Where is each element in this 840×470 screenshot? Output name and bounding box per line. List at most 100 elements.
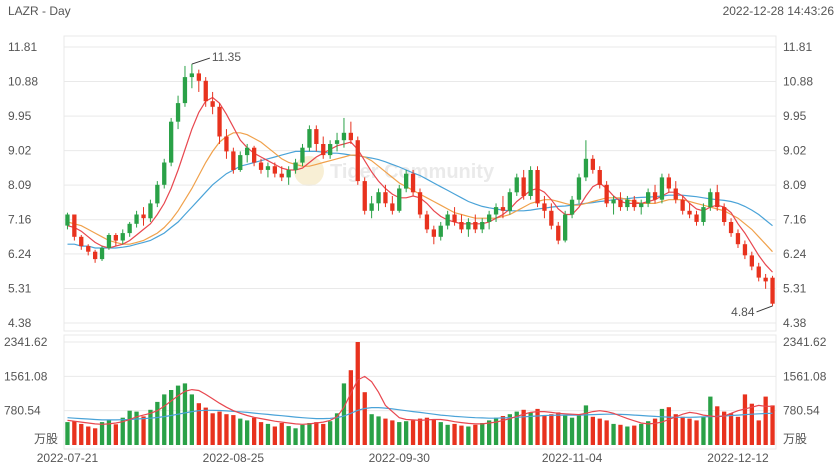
candle-body bbox=[341, 132, 347, 141]
candle-body bbox=[390, 203, 395, 211]
candle-body bbox=[231, 151, 236, 170]
price-tick-label: 4.38 bbox=[8, 316, 32, 330]
volume-bar bbox=[728, 413, 734, 445]
volume-bar bbox=[321, 423, 326, 445]
candle-body bbox=[113, 235, 118, 241]
candle-body bbox=[500, 207, 506, 211]
volume-bar bbox=[224, 414, 229, 445]
candle-body bbox=[535, 170, 540, 204]
candle-body bbox=[507, 192, 512, 211]
candle-body bbox=[189, 73, 194, 78]
candle-body bbox=[590, 158, 595, 170]
candle-body bbox=[770, 277, 775, 304]
candle-body bbox=[279, 173, 284, 178]
candle-body bbox=[646, 192, 651, 204]
candle-body bbox=[328, 144, 333, 156]
candle-body bbox=[625, 199, 630, 208]
candle-body bbox=[321, 144, 326, 156]
price-tick-label: 11.81 bbox=[8, 40, 37, 54]
candle-body bbox=[563, 214, 568, 241]
candle-body bbox=[369, 203, 374, 211]
chart-timestamp: 2022-12-28 14:43:26 bbox=[723, 4, 835, 18]
candle-body bbox=[583, 158, 589, 178]
chart-title: LAZR - Day bbox=[8, 4, 71, 18]
volume-bar bbox=[328, 421, 333, 445]
volume-bar bbox=[410, 420, 416, 445]
candle-body bbox=[549, 210, 554, 226]
volume-bar bbox=[314, 422, 319, 445]
volume-bar bbox=[673, 414, 678, 445]
price-tick-label: 8.09 bbox=[8, 178, 32, 192]
candle-body bbox=[348, 132, 353, 141]
low-label: 4.84 bbox=[731, 305, 755, 319]
price-axis-right: 11.81 10.88 9.95 9.02 8.09 7.16 6.24 5.31 4.38 bbox=[783, 40, 813, 330]
candle-body bbox=[65, 214, 70, 226]
volume-bar bbox=[362, 392, 367, 445]
volume-bar bbox=[65, 422, 70, 445]
price-tick-label: 7.16 bbox=[8, 213, 32, 227]
candle-body bbox=[480, 222, 485, 230]
volume-bar bbox=[272, 426, 277, 445]
candle-body bbox=[715, 192, 720, 208]
candle-body bbox=[756, 266, 761, 278]
volume-ma-lines bbox=[67, 375, 773, 425]
candle-body bbox=[728, 222, 734, 234]
date-tick-label: 2022-07-21 bbox=[37, 451, 99, 465]
volume-bar bbox=[217, 411, 222, 445]
volume-bar bbox=[556, 412, 561, 445]
volume-bar bbox=[542, 416, 547, 445]
volume-bar bbox=[307, 423, 312, 445]
volume-bar bbox=[99, 422, 105, 445]
volume-bar bbox=[473, 424, 478, 445]
date-tick-label: 2022-09-30 bbox=[369, 451, 431, 465]
volume-bar bbox=[431, 419, 436, 445]
volume-bar bbox=[258, 422, 264, 445]
date-tick-label: 2022-08-25 bbox=[203, 451, 265, 465]
volume-bar bbox=[749, 403, 754, 445]
candle-body bbox=[431, 229, 436, 237]
candle-body bbox=[735, 233, 741, 245]
candle-body bbox=[556, 225, 561, 241]
candle-body bbox=[424, 214, 430, 230]
volume-bars bbox=[65, 342, 775, 445]
candle-body bbox=[300, 147, 305, 163]
volume-bar bbox=[514, 411, 519, 445]
volume-bar bbox=[625, 426, 630, 445]
candle-body bbox=[286, 170, 291, 178]
candle-body bbox=[701, 207, 706, 222]
candle-body bbox=[148, 203, 153, 219]
volume-panel-frame bbox=[63, 334, 777, 450]
volume-bar bbox=[500, 416, 506, 445]
volume-bar bbox=[376, 416, 381, 445]
volume-bar bbox=[652, 418, 658, 445]
volume-bar bbox=[694, 420, 699, 445]
candle-body bbox=[203, 80, 208, 102]
candle-body bbox=[742, 244, 748, 256]
volume-bar bbox=[715, 406, 720, 445]
candles bbox=[65, 64, 775, 306]
candle-body bbox=[307, 129, 312, 148]
volume-bar bbox=[756, 420, 761, 445]
volume-bar bbox=[563, 415, 568, 445]
volume-bar bbox=[507, 414, 512, 445]
volume-bar bbox=[175, 385, 181, 445]
volume-bar bbox=[93, 428, 98, 445]
volume-ma-short-line bbox=[67, 375, 773, 425]
volume-bar bbox=[493, 417, 499, 445]
volume-bar bbox=[383, 418, 388, 445]
volume-bar bbox=[245, 420, 250, 445]
volume-bar bbox=[576, 414, 582, 445]
volume-bar bbox=[480, 423, 485, 445]
volume-bar bbox=[611, 423, 616, 445]
candle-body bbox=[687, 210, 692, 215]
candle-body bbox=[162, 162, 167, 185]
volume-bar bbox=[369, 414, 374, 445]
candle-body bbox=[196, 73, 201, 81]
candle-body bbox=[397, 188, 402, 211]
volume-unit-label: 万股 bbox=[34, 432, 58, 446]
candle-body bbox=[182, 77, 188, 104]
low-annotation: 4.84 bbox=[731, 305, 773, 319]
candle-body bbox=[106, 235, 112, 248]
volume-bar bbox=[639, 423, 644, 445]
volume-bar bbox=[770, 405, 775, 445]
